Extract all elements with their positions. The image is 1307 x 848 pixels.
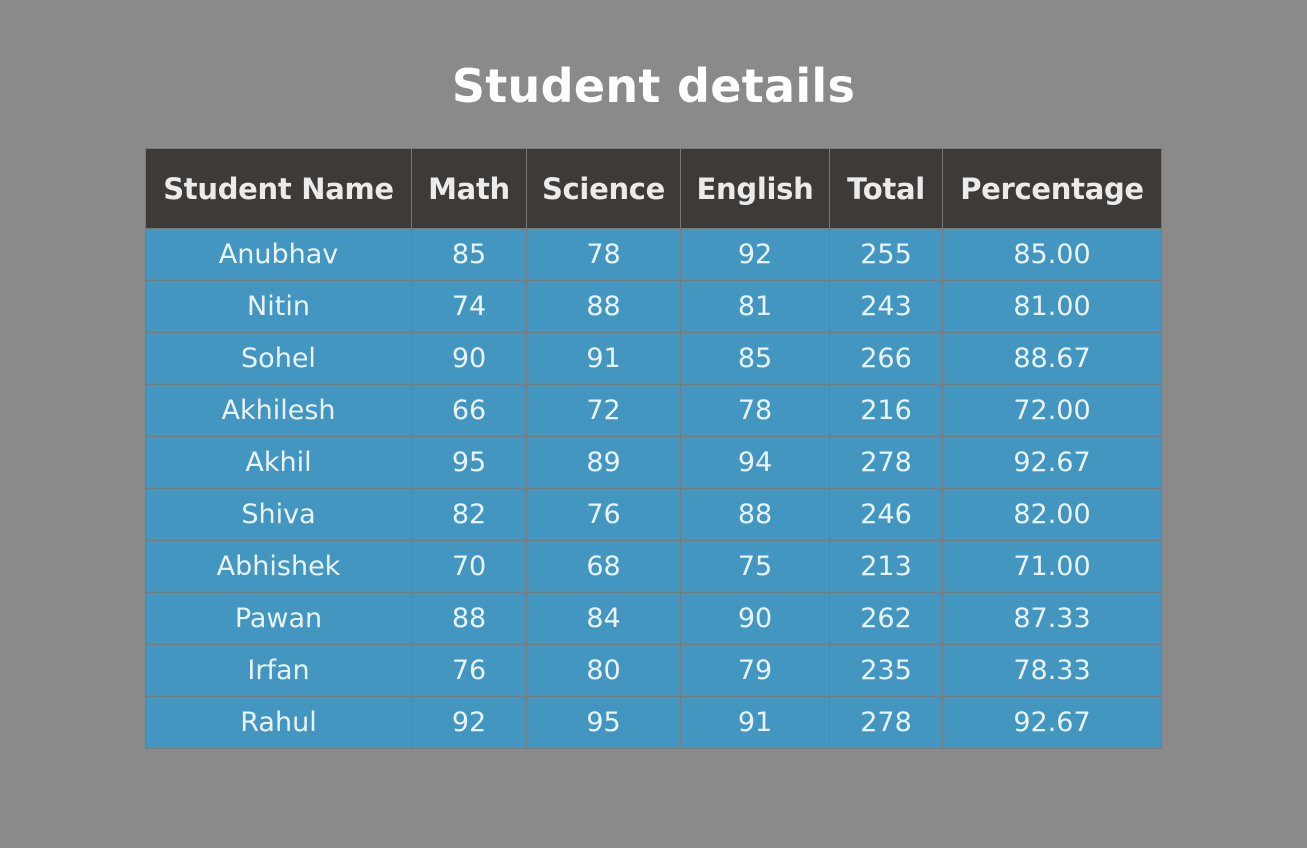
cell-total: 235 — [829, 644, 943, 697]
cell-science: 89 — [526, 436, 681, 489]
cell-english: 78 — [680, 384, 830, 437]
table-row: Anubhav 85 78 92 255 85.00 — [145, 228, 1162, 281]
cell-english: 94 — [680, 436, 830, 489]
column-header-english: English — [680, 148, 830, 229]
cell-math: 88 — [411, 592, 527, 645]
cell-math: 92 — [411, 696, 527, 749]
table-row: Akhil 95 89 94 278 92.67 — [145, 436, 1162, 489]
table-row: Rahul 92 95 91 278 92.67 — [145, 696, 1162, 749]
cell-total: 246 — [829, 488, 943, 541]
cell-total: 278 — [829, 436, 943, 489]
page-title: Student details — [451, 59, 856, 113]
cell-percentage: 92.67 — [942, 436, 1162, 489]
cell-total: 266 — [829, 332, 943, 385]
column-header-science: Science — [526, 148, 681, 229]
cell-english: 81 — [680, 280, 830, 333]
cell-math: 82 — [411, 488, 527, 541]
cell-student-name: Akhilesh — [145, 384, 412, 437]
cell-math: 85 — [411, 228, 527, 281]
cell-english: 79 — [680, 644, 830, 697]
cell-english: 92 — [680, 228, 830, 281]
header-row: Student Name Math Science English Total … — [145, 148, 1162, 229]
cell-english: 75 — [680, 540, 830, 593]
table-row: Pawan 88 84 90 262 87.33 — [145, 592, 1162, 645]
cell-math: 76 — [411, 644, 527, 697]
student-details-table: Student Name Math Science English Total … — [145, 148, 1162, 749]
cell-english: 91 — [680, 696, 830, 749]
table-body: Anubhav 85 78 92 255 85.00 Nitin 74 88 8… — [145, 228, 1162, 749]
cell-english: 85 — [680, 332, 830, 385]
cell-total: 243 — [829, 280, 943, 333]
cell-percentage: 88.67 — [942, 332, 1162, 385]
table-row: Sohel 90 91 85 266 88.67 — [145, 332, 1162, 385]
cell-science: 80 — [526, 644, 681, 697]
cell-percentage: 72.00 — [942, 384, 1162, 437]
table-row: Abhishek 70 68 75 213 71.00 — [145, 540, 1162, 593]
cell-science: 88 — [526, 280, 681, 333]
cell-student-name: Nitin — [145, 280, 412, 333]
cell-total: 262 — [829, 592, 943, 645]
table-row: Irfan 76 80 79 235 78.33 — [145, 644, 1162, 697]
cell-student-name: Pawan — [145, 592, 412, 645]
cell-student-name: Rahul — [145, 696, 412, 749]
cell-math: 95 — [411, 436, 527, 489]
cell-total: 255 — [829, 228, 943, 281]
cell-student-name: Sohel — [145, 332, 412, 385]
cell-percentage: 78.33 — [942, 644, 1162, 697]
cell-student-name: Anubhav — [145, 228, 412, 281]
cell-percentage: 87.33 — [942, 592, 1162, 645]
cell-percentage: 85.00 — [942, 228, 1162, 281]
cell-english: 88 — [680, 488, 830, 541]
cell-total: 278 — [829, 696, 943, 749]
cell-percentage: 82.00 — [942, 488, 1162, 541]
column-header-student-name: Student Name — [145, 148, 412, 229]
cell-science: 68 — [526, 540, 681, 593]
cell-percentage: 71.00 — [942, 540, 1162, 593]
cell-student-name: Shiva — [145, 488, 412, 541]
cell-english: 90 — [680, 592, 830, 645]
table-row: Shiva 82 76 88 246 82.00 — [145, 488, 1162, 541]
cell-total: 213 — [829, 540, 943, 593]
cell-student-name: Akhil — [145, 436, 412, 489]
cell-total: 216 — [829, 384, 943, 437]
table-row: Nitin 74 88 81 243 81.00 — [145, 280, 1162, 333]
column-header-total: Total — [829, 148, 943, 229]
column-header-percentage: Percentage — [942, 148, 1162, 229]
table-header: Student Name Math Science English Total … — [145, 148, 1162, 229]
cell-science: 72 — [526, 384, 681, 437]
cell-student-name: Abhishek — [145, 540, 412, 593]
cell-math: 90 — [411, 332, 527, 385]
cell-percentage: 92.67 — [942, 696, 1162, 749]
cell-math: 70 — [411, 540, 527, 593]
cell-science: 91 — [526, 332, 681, 385]
table-row: Akhilesh 66 72 78 216 72.00 — [145, 384, 1162, 437]
cell-student-name: Irfan — [145, 644, 412, 697]
cell-science: 84 — [526, 592, 681, 645]
cell-math: 74 — [411, 280, 527, 333]
cell-math: 66 — [411, 384, 527, 437]
cell-science: 78 — [526, 228, 681, 281]
cell-science: 95 — [526, 696, 681, 749]
cell-science: 76 — [526, 488, 681, 541]
cell-percentage: 81.00 — [942, 280, 1162, 333]
column-header-math: Math — [411, 148, 527, 229]
